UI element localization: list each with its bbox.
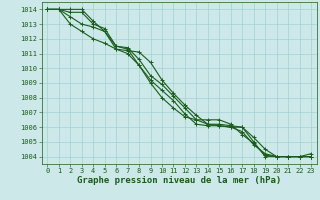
X-axis label: Graphe pression niveau de la mer (hPa): Graphe pression niveau de la mer (hPa): [77, 176, 281, 185]
